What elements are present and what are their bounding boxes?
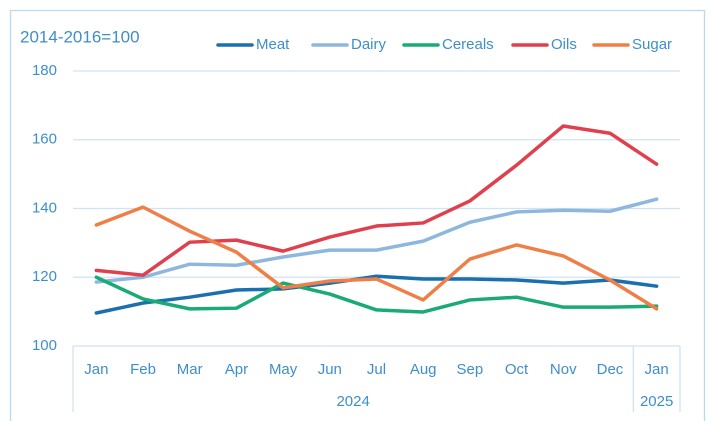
y-tick-label: 160: [32, 131, 57, 148]
y-tick-label: 120: [32, 268, 57, 285]
y-tick-label: 140: [32, 199, 57, 216]
series-line: [94, 275, 659, 314]
x-tick-label: Feb: [130, 361, 156, 378]
chart-title: 2014-2016=100: [20, 27, 140, 46]
x-tick-label: Jul: [367, 361, 386, 378]
x-group-label: 2025: [640, 393, 673, 410]
legend-label: Cereals: [442, 36, 494, 53]
series-line: [94, 274, 659, 315]
legend-label: Meat: [256, 36, 290, 53]
x-tick-label: Jan: [645, 361, 669, 378]
frame: [9, 9, 706, 421]
x-tick-label: Nov: [550, 361, 577, 378]
series-line: [94, 205, 659, 311]
x-tick-label: Dec: [597, 361, 624, 378]
y-tick-label: 100: [32, 337, 57, 354]
legend-label: Oils: [551, 36, 577, 53]
legend-label: Dairy: [351, 36, 387, 53]
x-tick-label: May: [269, 361, 298, 378]
x-tick-label: Sep: [457, 361, 484, 378]
series-line: [94, 197, 659, 284]
x-group-label: 2024: [336, 393, 369, 410]
x-tick-label: Apr: [225, 361, 248, 378]
x-tick-label: Aug: [410, 361, 437, 378]
x-tick-label: Oct: [505, 361, 529, 378]
x-tick-label: Jan: [84, 361, 108, 378]
x-tick-label: Jun: [318, 361, 342, 378]
x-tick-label: Mar: [177, 361, 203, 378]
series-line: [94, 124, 659, 277]
y-tick-label: 180: [32, 62, 57, 79]
legend-label: Sugar: [632, 36, 672, 53]
